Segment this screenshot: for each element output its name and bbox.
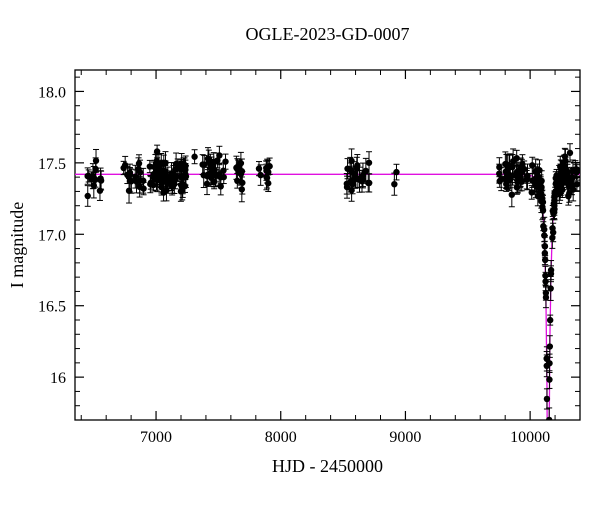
chart-title: OGLE-2023-GD-0007 <box>246 24 410 44</box>
y-tick-label: 18.0 <box>38 84 66 101</box>
x-tick-label: 8000 <box>265 429 297 446</box>
y-tick-label: 16 <box>50 370 66 387</box>
x-axis-label: HJD - 2450000 <box>272 456 383 476</box>
x-tick-label: 9000 <box>389 429 421 446</box>
data-point <box>543 294 549 300</box>
data-point <box>541 232 547 238</box>
data-point <box>509 164 515 170</box>
data-point <box>529 162 535 168</box>
data-point <box>166 178 172 184</box>
data-point <box>199 161 205 167</box>
y-tick-label: 17.0 <box>38 227 66 244</box>
data-point <box>137 169 143 175</box>
data-point <box>93 158 99 164</box>
data-point <box>547 317 553 323</box>
data-point <box>239 186 245 192</box>
data-point <box>542 243 548 249</box>
data-point <box>366 180 372 186</box>
data-point <box>211 179 217 185</box>
data-point <box>550 229 556 235</box>
data-point <box>191 154 197 160</box>
data-point <box>85 193 91 199</box>
data-point <box>126 188 132 194</box>
data-point <box>211 167 217 173</box>
data-point <box>97 188 103 194</box>
data-point <box>256 165 262 171</box>
y-tick-label: 16.5 <box>38 299 66 316</box>
data-point <box>391 181 397 187</box>
chart-svg: OGLE-2023-GD-0007 HJD - 2450000 I magnitud… <box>0 0 600 512</box>
data-point <box>538 198 544 204</box>
data-point <box>257 172 263 178</box>
data-point <box>235 163 241 169</box>
data-point <box>140 178 146 184</box>
y-tick-label: 17.5 <box>38 156 66 173</box>
data-point <box>496 170 502 176</box>
data-point <box>549 235 555 241</box>
x-tick-label: 10000 <box>510 429 550 446</box>
data-point <box>543 355 549 361</box>
data-point <box>234 178 240 184</box>
data-point <box>148 180 154 186</box>
data-point <box>544 396 550 402</box>
data-point <box>204 181 210 187</box>
data-point <box>147 163 153 169</box>
data-point <box>556 189 562 195</box>
data-point <box>160 168 166 174</box>
data-point <box>183 173 189 179</box>
y-axis-label: I magnitude <box>7 202 27 288</box>
data-point <box>122 162 128 168</box>
data-point <box>558 164 564 170</box>
data-point <box>513 155 519 161</box>
data-point <box>201 172 207 178</box>
data-point <box>534 177 540 183</box>
lightcurve-chart: OGLE-2023-GD-0007 HJD - 2450000 I magnitud… <box>0 0 600 512</box>
data-point <box>92 177 98 183</box>
data-point <box>360 177 366 183</box>
x-tick-label: 7000 <box>140 429 172 446</box>
data-point <box>551 200 557 206</box>
data-point <box>533 182 539 188</box>
data-point <box>84 173 90 179</box>
data-point <box>503 176 509 182</box>
data-point <box>548 267 554 273</box>
data-point <box>154 148 160 154</box>
data-point <box>206 158 212 164</box>
data-point <box>509 191 515 197</box>
data-point <box>573 169 579 175</box>
data-point <box>564 169 570 175</box>
data-point <box>264 175 270 181</box>
data-point <box>550 210 556 216</box>
data-point <box>354 165 360 171</box>
data-point <box>540 207 546 213</box>
data-point <box>547 343 553 349</box>
data-point <box>523 177 529 183</box>
data-point <box>344 165 350 171</box>
data-point <box>542 278 548 284</box>
data-point <box>222 158 228 164</box>
data-point <box>557 178 563 184</box>
data-point <box>567 150 573 156</box>
data-point <box>566 190 572 196</box>
data-point <box>514 178 520 184</box>
data-point <box>366 160 372 166</box>
data-point <box>546 376 552 382</box>
